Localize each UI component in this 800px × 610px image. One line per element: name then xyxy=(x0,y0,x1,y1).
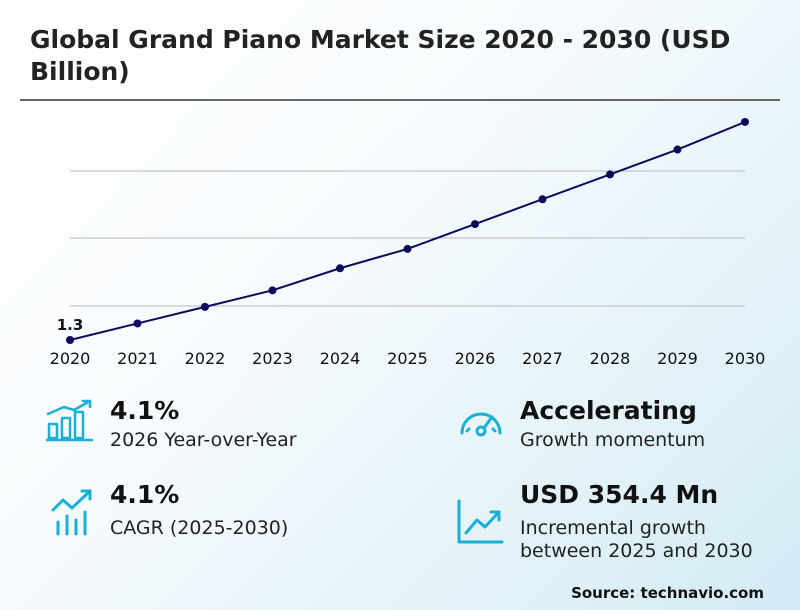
x-tick-2020: 2020 xyxy=(50,349,91,368)
data-point-2027 xyxy=(538,195,547,204)
line-chart: 1.3 2020 2021 2022 2023 2024 2025 2026 2027 2028… xyxy=(50,117,766,368)
x-axis-ticks: 2020 2021 2022 2023 2024 2025 2026 2027 2028 2029… xyxy=(50,349,766,368)
data-point-2022 xyxy=(201,302,209,311)
data-point-2028 xyxy=(606,170,614,179)
yoy-growth-label: 2026 Year-over-Year xyxy=(110,429,297,451)
data-label-2020: 1.3 xyxy=(57,316,84,334)
data-point-2030 xyxy=(741,117,749,126)
data-point-2023 xyxy=(268,286,277,295)
x-tick-2023: 2023 xyxy=(252,349,293,368)
momentum-label: Growth momentum xyxy=(520,429,706,451)
x-tick-2028: 2028 xyxy=(590,349,631,368)
x-tick-2027: 2027 xyxy=(522,349,563,368)
series-lines xyxy=(69,121,746,341)
data-point-2021 xyxy=(133,319,142,328)
chart-title: Global Grand Piano Market Size 2020 - 20… xyxy=(30,25,731,86)
data-point-2020 xyxy=(66,336,74,344)
data-point-2025 xyxy=(403,244,412,253)
grid-lines xyxy=(70,170,745,307)
data-point-2026 xyxy=(471,220,479,229)
data-points xyxy=(66,117,749,344)
yoy-growth-value: 4.1% xyxy=(110,396,180,425)
trend-bars-icon xyxy=(51,489,92,536)
x-tick-2022: 2022 xyxy=(185,349,226,368)
cagr-label: CAGR (2025-2030) xyxy=(110,517,289,539)
incremental-growth-value: USD 354.4 Mn xyxy=(520,480,719,509)
data-point-2029 xyxy=(673,145,682,154)
bar-chart-growth-icon xyxy=(46,399,94,442)
x-tick-2024: 2024 xyxy=(320,349,361,368)
series-line xyxy=(69,121,746,341)
line-chart-growth-icon xyxy=(457,499,504,544)
x-tick-2025: 2025 xyxy=(387,349,428,368)
speedometer-icon xyxy=(460,412,502,437)
x-tick-2026: 2026 xyxy=(455,349,496,368)
momentum-value: Accelerating xyxy=(520,396,697,425)
x-tick-2029: 2029 xyxy=(657,349,698,368)
data-labels: 1.3 xyxy=(57,316,84,334)
incremental-growth-label: Incremental growth between 2025 and 2030 xyxy=(520,517,753,562)
source-credit: Source: technavio.com xyxy=(571,584,764,602)
cagr-value: 4.1% xyxy=(110,480,180,509)
x-tick-2030: 2030 xyxy=(725,349,766,368)
x-tick-2021: 2021 xyxy=(117,349,158,368)
data-point-2024 xyxy=(336,264,344,273)
title-divider xyxy=(20,99,780,101)
